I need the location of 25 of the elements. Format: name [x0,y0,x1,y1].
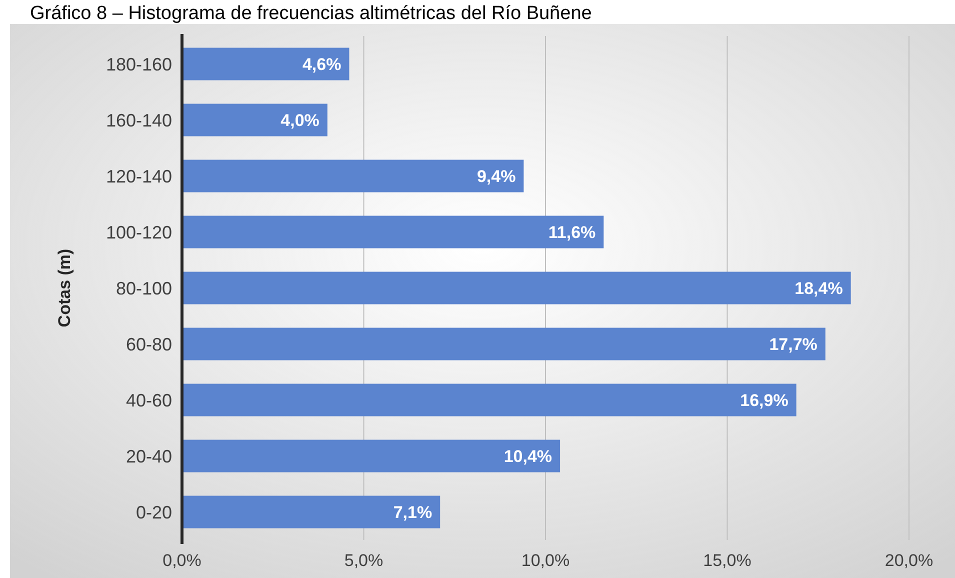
data-label: 9,4% [476,166,516,186]
y-tick-label: 80-100 [116,278,172,298]
y-tick-label: 60-80 [126,334,172,354]
x-tick-label: 15,0% [703,551,752,570]
y-tick-label: 120-140 [106,166,172,186]
data-label: 18,4% [794,278,843,298]
y-axis-title: Cotas (m) [55,248,74,328]
x-tick-label: 5,0% [344,551,384,570]
y-tick-label: 20-40 [126,446,172,466]
x-tick-label: 10,0% [521,551,570,570]
data-label: 17,7% [769,334,818,354]
y-tick-label: 100-120 [106,222,172,242]
y-tick-label: 0-20 [136,502,172,522]
y-tick-label: 40-60 [126,390,172,410]
data-label: 10,4% [504,446,552,466]
x-tick-label: 20,0% [884,551,934,570]
x-tick-label: 0,0% [162,551,202,570]
data-label: 7,1% [393,502,432,522]
y-tick-label: 160-140 [106,110,172,130]
chart-title: Gráfico 8 – Histograma de frecuencias altimétricas del Río Buñene [30,3,592,24]
data-label: 4,6% [302,54,342,74]
data-label: 11,6% [548,222,596,242]
data-label: 16,9% [740,390,788,410]
y-tick-label: 180-160 [106,54,172,74]
data-label: 4,0% [280,110,320,130]
